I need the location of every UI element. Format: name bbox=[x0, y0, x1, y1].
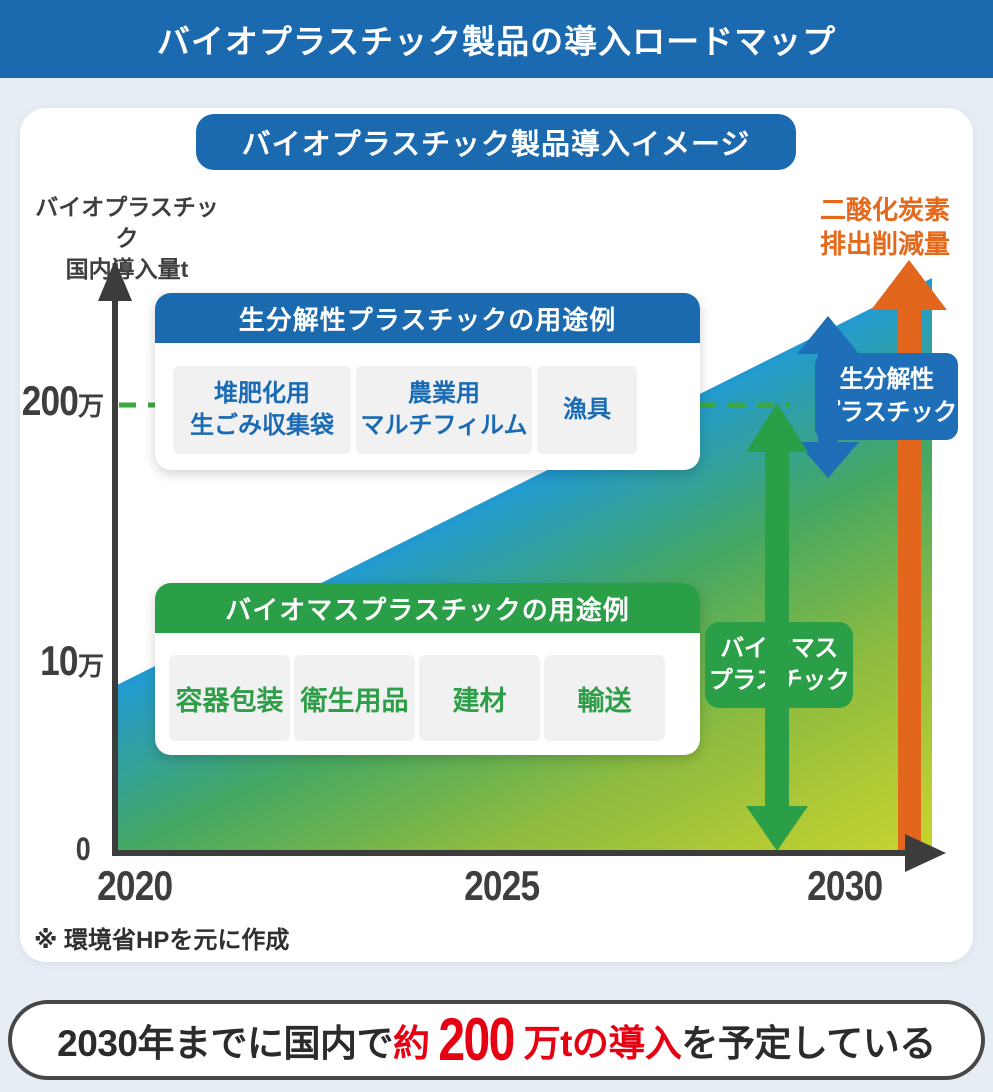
use-case-item: 容器包装 bbox=[169, 655, 290, 741]
x-tick-2030: 2030 bbox=[807, 862, 883, 909]
banner-text: を予定している bbox=[681, 1023, 936, 1064]
use-case-item: 建材 bbox=[419, 655, 540, 741]
tag-biomass: バイオマス プラスチック bbox=[705, 622, 853, 708]
banner-text-red: 万tの導入 bbox=[523, 1023, 682, 1064]
y-axis-label: バイオプラスチック 国内導入量t bbox=[35, 194, 219, 283]
banner-text-red: 約 bbox=[392, 1023, 430, 1064]
page-header: バイオプラスチック製品の導入ロードマップ bbox=[0, 0, 993, 78]
chart-title: バイオプラスチック製品導入イメージ bbox=[241, 129, 751, 161]
tag-biodegradable: 生分解性 プラスチック bbox=[815, 353, 958, 440]
callout-biodegradable-title: 生分解性プラスチックの用途例 bbox=[155, 293, 700, 343]
callout-biodegradable: 生分解性プラスチックの用途例 堆肥化用 生ごみ収集袋 農業用 マルチフィルム 漁… bbox=[155, 293, 700, 470]
summary-banner: 2030年までに国内で 約 200 万tの導入 を予定している bbox=[8, 1000, 985, 1080]
x-tick-2020: 2020 bbox=[97, 862, 173, 909]
use-case-item: 漁具 bbox=[537, 366, 637, 454]
x-tick-2025: 2025 bbox=[464, 862, 540, 909]
use-case-item: 衛生用品 bbox=[294, 655, 415, 741]
source-note: ※ 環境省HPを元に作成 bbox=[34, 927, 290, 954]
chart-title-badge: バイオプラスチック製品導入イメージ bbox=[196, 114, 796, 170]
banner-number: 200 bbox=[438, 1006, 516, 1073]
callout-biomass-title: バイオマスプラスチックの用途例 bbox=[155, 583, 700, 633]
banner-text: 2030年までに国内で bbox=[57, 1023, 393, 1064]
y-tick-10: 10 万 bbox=[40, 637, 104, 684]
y-tick-0: 0 bbox=[75, 831, 91, 867]
co2-reduction-label: 二酸化炭素 排出削減量 bbox=[819, 195, 950, 259]
callout-biomass: バイオマスプラスチックの用途例 容器包装 衛生用品 建材 輸送 bbox=[155, 583, 700, 755]
callout-biodegradable-items: 堆肥化用 生ごみ収集袋 農業用 マルチフィルム 漁具 bbox=[173, 366, 700, 454]
use-case-item: 農業用 マルチフィルム bbox=[356, 366, 532, 454]
callout-biomass-items: 容器包装 衛生用品 建材 輸送 bbox=[169, 655, 700, 741]
use-case-item: 堆肥化用 生ごみ収集袋 bbox=[173, 366, 351, 454]
use-case-item: 輸送 bbox=[544, 655, 665, 741]
page-title: バイオプラスチック製品の導入ロードマップ bbox=[156, 23, 837, 60]
y-tick-200: 200 万 bbox=[21, 377, 104, 424]
